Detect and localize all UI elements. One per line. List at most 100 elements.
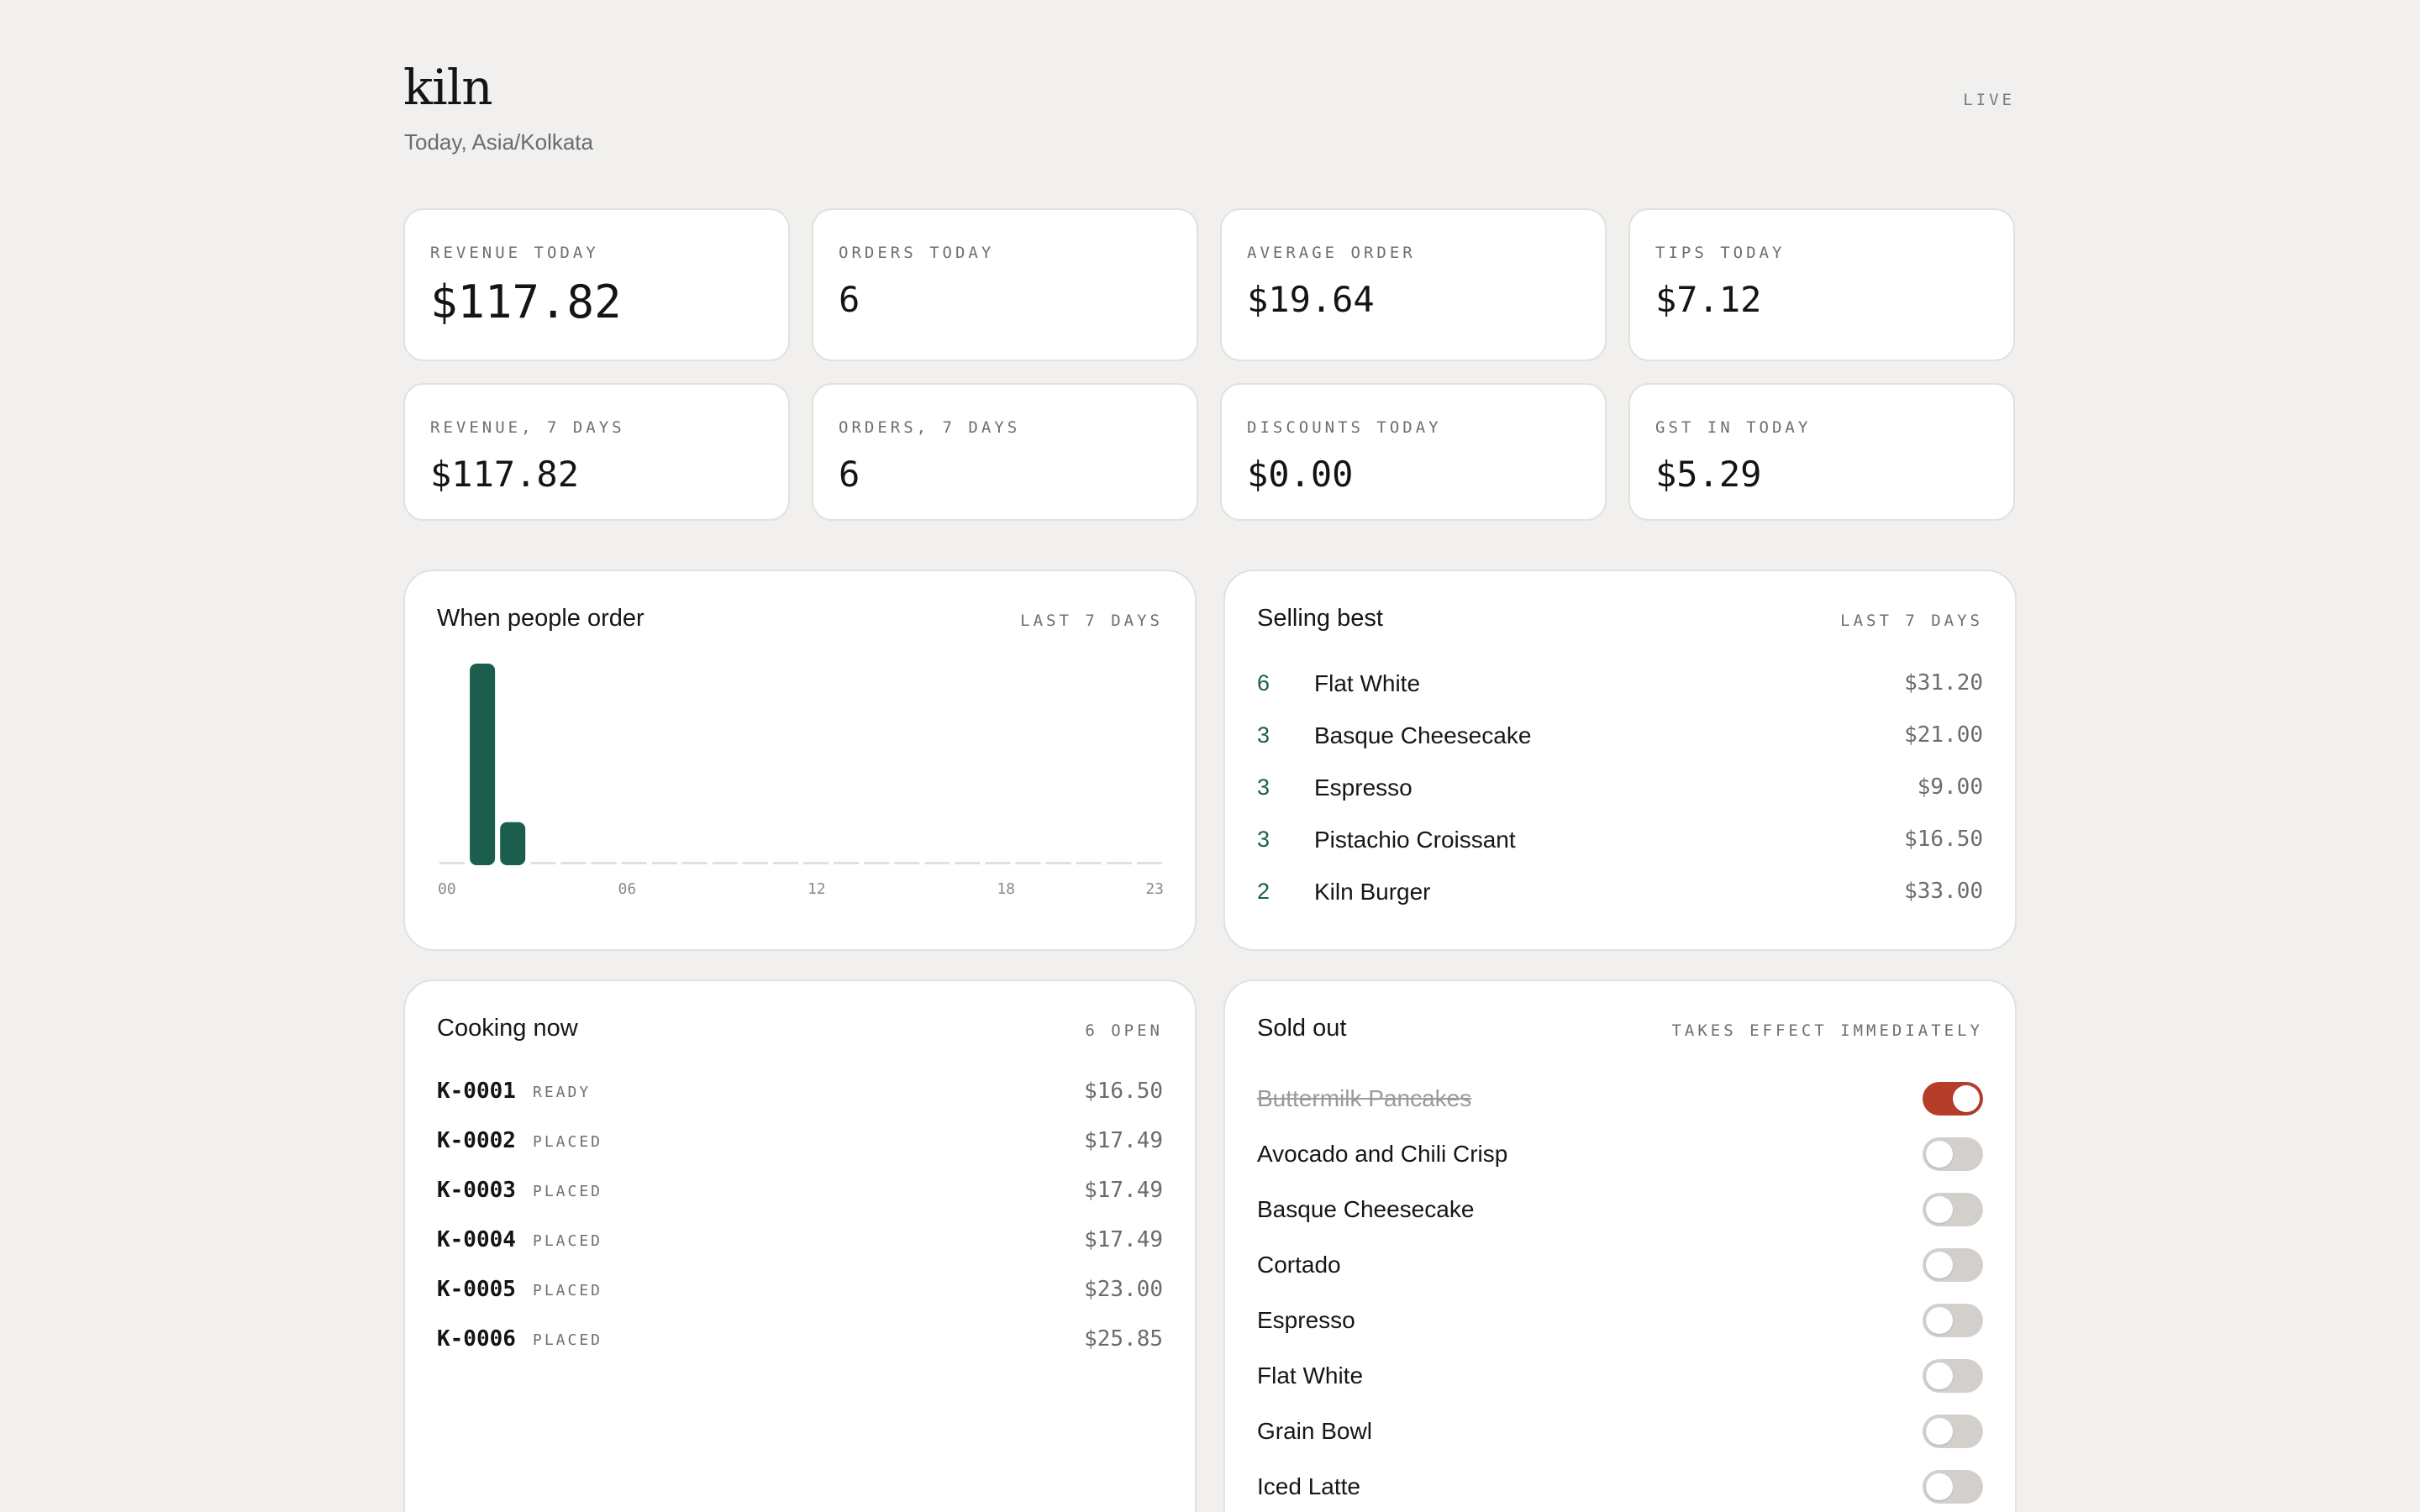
sold-out-toggle[interactable] xyxy=(1923,1137,1983,1171)
chart-bar-hour-0 xyxy=(439,862,465,864)
panel-title: Cooking now xyxy=(437,1015,578,1042)
stat-value: $0.00 xyxy=(1247,454,1354,495)
item-name: Buttermilk Pancakes xyxy=(1257,1085,1472,1111)
sold-out-item: Cortado xyxy=(1257,1248,1983,1287)
chart-bar-hour-17 xyxy=(955,862,981,864)
sold-out-toggle[interactable] xyxy=(1923,1248,1983,1282)
chart-bar-hour-2 xyxy=(500,822,526,865)
chart-bar-hour-13 xyxy=(834,862,860,864)
chart-bar-hour-9 xyxy=(712,862,738,864)
item-name: Pistachio Croissant xyxy=(1314,827,1516,853)
item-amount: $21.00 xyxy=(1904,722,1983,748)
live-status: LIVE xyxy=(1963,91,2015,109)
chart-bar-hour-18 xyxy=(985,862,1011,864)
chart-tick-label: 12 xyxy=(808,880,826,898)
stat-value: $19.64 xyxy=(1247,279,1375,320)
sold-out-panel: Sold out TAKES EFFECT IMMEDIATELY Butter… xyxy=(1223,979,2017,1512)
toggle-knob xyxy=(1926,1196,1953,1223)
sold-out-toggle[interactable] xyxy=(1923,1082,1983,1116)
sold-out-item: Grain Bowl xyxy=(1257,1415,1983,1453)
order-amount: $17.49 xyxy=(1084,1178,1163,1203)
order-row[interactable]: K-0006 PLACED $25.85 xyxy=(437,1326,1163,1360)
chart-tick-label: 00 xyxy=(438,880,456,898)
order-amount: $23.00 xyxy=(1084,1277,1163,1302)
sold-out-toggle[interactable] xyxy=(1923,1304,1983,1337)
chart-bar-hour-12 xyxy=(803,862,829,864)
item-name: Espresso xyxy=(1314,774,1413,801)
toggle-knob xyxy=(1926,1141,1953,1168)
item-name: Cortado xyxy=(1257,1252,1341,1278)
panel-title: Selling best xyxy=(1257,605,1383,632)
order-id: K-0005 xyxy=(437,1277,516,1302)
page-subtitle: Today, Asia/Kolkata xyxy=(404,129,593,155)
stat-label: ORDERS, 7 DAYS xyxy=(839,418,1021,437)
list-item: 3 Espresso $9.00 xyxy=(1257,774,1983,808)
order-row[interactable]: K-0001 READY $16.50 xyxy=(437,1079,1163,1112)
stat-orders-today: ORDERS TODAY 6 xyxy=(812,208,1198,361)
list-item: 3 Pistachio Croissant $16.50 xyxy=(1257,827,1983,860)
item-quantity: 3 xyxy=(1257,722,1270,748)
item-quantity: 6 xyxy=(1257,670,1270,696)
stat-gst-today: GST IN TODAY $5.29 xyxy=(1628,383,2015,521)
item-name: Basque Cheesecake xyxy=(1314,722,1532,748)
brand-title: kiln xyxy=(403,59,493,116)
order-amount: $25.85 xyxy=(1084,1326,1163,1352)
order-row[interactable]: K-0005 PLACED $23.00 xyxy=(437,1277,1163,1310)
panel-range: LAST 7 DAYS xyxy=(1020,612,1163,630)
orders-by-hour-panel: When people order LAST 7 DAYS 00 06 12 18 23 xyxy=(403,570,1197,951)
open-count: 6 OPEN xyxy=(1085,1021,1163,1040)
stat-orders-7-days: ORDERS, 7 DAYS 6 xyxy=(812,383,1198,521)
order-id: K-0003 xyxy=(437,1178,516,1203)
chart-bar-hour-10 xyxy=(742,862,768,864)
item-amount: $31.20 xyxy=(1904,670,1983,696)
item-name: Kiln Burger xyxy=(1314,879,1431,905)
chart-bar-hour-21 xyxy=(1076,862,1102,864)
chart-bar-hour-20 xyxy=(1045,862,1071,864)
stat-value: 6 xyxy=(839,279,860,320)
list-item: 2 Kiln Burger $33.00 xyxy=(1257,879,1983,912)
stat-value: 6 xyxy=(839,454,860,495)
order-amount: $16.50 xyxy=(1084,1079,1163,1104)
chart-bar-hour-3 xyxy=(530,862,556,864)
chart-tick-label: 23 xyxy=(1145,880,1164,898)
panel-note: TAKES EFFECT IMMEDIATELY xyxy=(1671,1021,1983,1040)
order-status: PLACED xyxy=(533,1183,603,1200)
stat-average-order: AVERAGE ORDER $19.64 xyxy=(1220,208,1607,361)
toggle-knob xyxy=(1953,1085,1980,1112)
order-id: K-0004 xyxy=(437,1227,516,1252)
toggle-knob xyxy=(1926,1307,1953,1334)
panel-title: Sold out xyxy=(1257,1015,1347,1042)
order-row[interactable]: K-0004 PLACED $17.49 xyxy=(437,1227,1163,1261)
item-amount: $16.50 xyxy=(1904,827,1983,852)
stat-value: $117.82 xyxy=(430,276,622,328)
stat-label: REVENUE, 7 DAYS xyxy=(430,418,625,437)
order-row[interactable]: K-0003 PLACED $17.49 xyxy=(437,1178,1163,1211)
sold-out-toggle[interactable] xyxy=(1923,1193,1983,1226)
sold-out-item: Buttermilk Pancakes xyxy=(1257,1082,1983,1121)
toggle-knob xyxy=(1926,1362,1953,1389)
order-amount: $17.49 xyxy=(1084,1227,1163,1252)
item-name: Avocado and Chili Crisp xyxy=(1257,1141,1508,1167)
item-quantity: 3 xyxy=(1257,774,1270,800)
chart-bar-hour-1 xyxy=(470,664,496,865)
sold-out-item: Iced Latte xyxy=(1257,1470,1983,1509)
stat-value: $117.82 xyxy=(430,454,580,495)
item-name: Flat White xyxy=(1257,1362,1364,1389)
sold-out-toggle[interactable] xyxy=(1923,1415,1983,1448)
sold-out-toggle[interactable] xyxy=(1923,1470,1983,1504)
toggle-knob xyxy=(1926,1473,1953,1500)
stat-label: AVERAGE ORDER xyxy=(1247,244,1416,262)
stat-value: $5.29 xyxy=(1655,454,1762,495)
list-item: 3 Basque Cheesecake $21.00 xyxy=(1257,722,1983,756)
item-name: Basque Cheesecake xyxy=(1257,1196,1475,1222)
chart-tick-label: 06 xyxy=(618,880,637,898)
chart-tick-label: 18 xyxy=(997,880,1015,898)
item-amount: $9.00 xyxy=(1917,774,1983,800)
stat-label: TIPS TODAY xyxy=(1655,244,1786,262)
sold-out-toggle[interactable] xyxy=(1923,1359,1983,1393)
sold-out-item: Espresso xyxy=(1257,1304,1983,1342)
order-row[interactable]: K-0002 PLACED $17.49 xyxy=(437,1128,1163,1162)
panel-range: LAST 7 DAYS xyxy=(1840,612,1983,630)
item-name: Flat White xyxy=(1314,670,1421,696)
